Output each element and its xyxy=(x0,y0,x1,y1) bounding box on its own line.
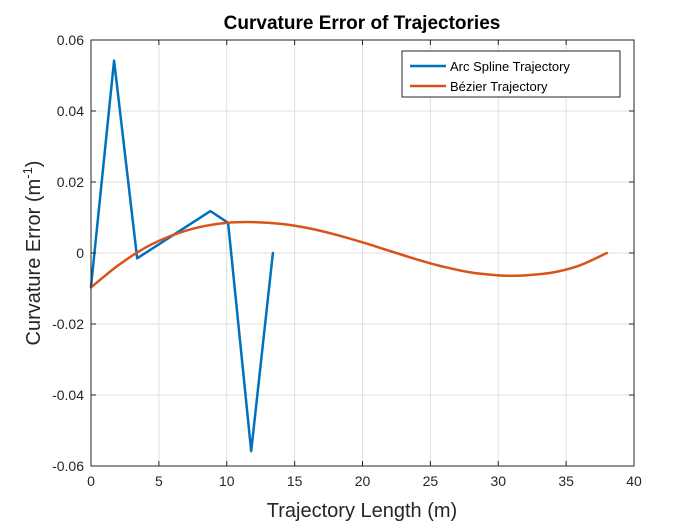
y-axis-label-superscript: -1 xyxy=(20,167,35,179)
series-line-bezier xyxy=(89,220,609,289)
series-line-arc-spline xyxy=(89,59,275,453)
y-tick-label: -0.06 xyxy=(52,458,84,474)
legend-box xyxy=(401,50,621,98)
x-tick-label: 0 xyxy=(87,473,95,489)
y-axis-label-base: Curvature Error (m xyxy=(23,179,45,346)
y-tick-label: 0 xyxy=(76,245,84,261)
legend-label-arc-spline: Arc Spline Trajectory xyxy=(450,59,570,74)
tick-layer: 0 5 10 15 20 25 30 35 40 -0.06 -0.04 -0.02 0 0.02 0.04… xyxy=(52,32,642,489)
y-tick-label: -0.02 xyxy=(52,316,84,332)
y-tick-label: -0.04 xyxy=(52,387,84,403)
chart-title: Curvature Error of Trajectories xyxy=(224,13,501,34)
x-tick-label: 15 xyxy=(287,473,303,489)
grid-layer xyxy=(91,40,634,466)
x-tick-label: 35 xyxy=(558,473,574,489)
y-tick-label: 0.06 xyxy=(57,32,84,48)
x-tick-label: 40 xyxy=(626,473,642,489)
x-tick-label: 20 xyxy=(355,473,371,489)
x-axis-label: Trajectory Length (m) xyxy=(267,500,457,522)
y-axis-label: Curvature Error (m-1) xyxy=(20,161,45,346)
legend: Arc Spline Trajectory Bézier Trajectory xyxy=(401,50,621,98)
x-tick-label: 25 xyxy=(423,473,439,489)
x-tick-label: 30 xyxy=(490,473,506,489)
x-tick-label: 10 xyxy=(219,473,235,489)
y-tick-label: 0.02 xyxy=(57,174,84,190)
series-layer xyxy=(89,59,609,453)
y-tick-label: 0.04 xyxy=(57,103,84,119)
x-tick-label: 5 xyxy=(155,473,163,489)
legend-label-bezier: Bézier Trajectory xyxy=(450,79,548,94)
y-axis-label-suffix: ) xyxy=(23,161,45,168)
